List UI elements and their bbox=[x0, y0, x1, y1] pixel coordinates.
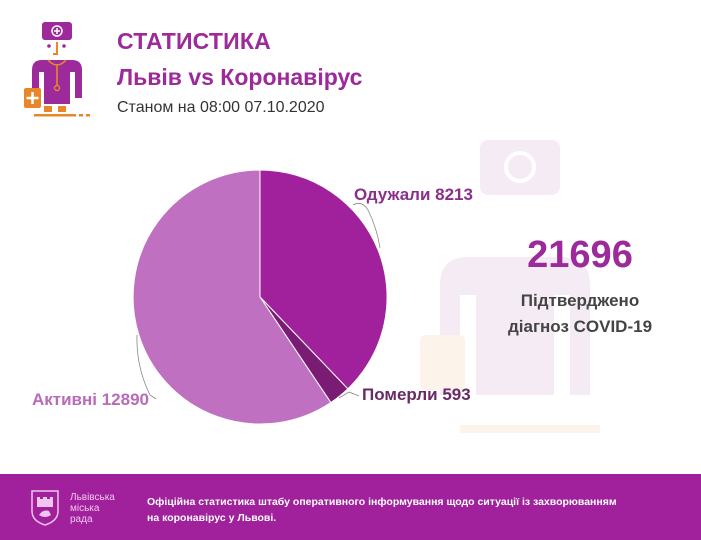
footer-org-name: Львівська міська рада bbox=[70, 492, 115, 525]
org-line2: міська bbox=[70, 503, 100, 514]
doctor-logo-icon bbox=[24, 22, 90, 117]
label-recovered: Одужали 8213 bbox=[354, 185, 473, 204]
total-caption: Підтверджено діагноз COVID-19 bbox=[480, 288, 680, 340]
total-confirmed: 21696 bbox=[527, 234, 633, 276]
org-line1: Львівська bbox=[70, 492, 115, 503]
caption-line1: Підтверджено bbox=[520, 291, 640, 310]
label-active: Активні 12890 bbox=[32, 390, 149, 409]
lviv-coat-of-arms-icon bbox=[31, 490, 59, 526]
date-line: Станом на 08:00 07.10.2020 bbox=[117, 99, 325, 116]
caption-line2: діагноз COVID-19 bbox=[507, 317, 653, 336]
background-doctor-icon bbox=[420, 140, 600, 433]
footer-description: Офіційна статистика штабу оперативного і… bbox=[147, 496, 617, 524]
pie-chart bbox=[132, 169, 388, 425]
label-deceased: Померли 593 bbox=[362, 385, 471, 404]
page-title: СТАТИСТИКА bbox=[117, 28, 271, 54]
slice-recovered[interactable] bbox=[259, 169, 388, 390]
org-line3: рада bbox=[70, 514, 93, 525]
footer: Львівська міська рада Офіційна статистик… bbox=[0, 474, 701, 540]
pie-slices bbox=[132, 169, 388, 425]
slice-active[interactable] bbox=[132, 169, 332, 425]
page-subtitle: Львів vs Коронавірус bbox=[117, 64, 363, 90]
